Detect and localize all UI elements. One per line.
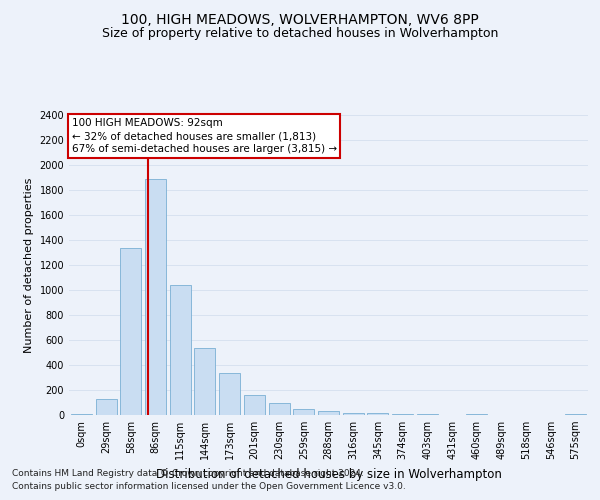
Bar [318,411,339,415]
Text: Size of property relative to detached houses in Wolverhampton: Size of property relative to detached ho… [102,28,498,40]
Bar [95,399,116,415]
Bar [71,414,92,415]
Text: 100 HIGH MEADOWS: 92sqm
← 32% of detached houses are smaller (1,813)
67% of semi: 100 HIGH MEADOWS: 92sqm ← 32% of detache… [71,118,337,154]
Bar [565,414,586,415]
X-axis label: Distribution of detached houses by size in Wolverhampton: Distribution of detached houses by size … [155,468,502,480]
Bar [392,414,413,415]
Bar [120,248,141,415]
Bar [367,413,388,415]
Y-axis label: Number of detached properties: Number of detached properties [24,178,34,352]
Bar [269,402,290,415]
Bar [466,414,487,415]
Text: 100, HIGH MEADOWS, WOLVERHAMPTON, WV6 8PP: 100, HIGH MEADOWS, WOLVERHAMPTON, WV6 8P… [121,12,479,26]
Bar [293,409,314,415]
Text: Contains HM Land Registry data © Crown copyright and database right 2024.: Contains HM Land Registry data © Crown c… [12,468,364,477]
Bar [343,412,364,415]
Bar [145,179,166,415]
Bar [244,395,265,415]
Text: Contains public sector information licensed under the Open Government Licence v3: Contains public sector information licen… [12,482,406,491]
Bar [194,348,215,415]
Bar [219,372,240,415]
Bar [170,285,191,415]
Bar [417,414,438,415]
